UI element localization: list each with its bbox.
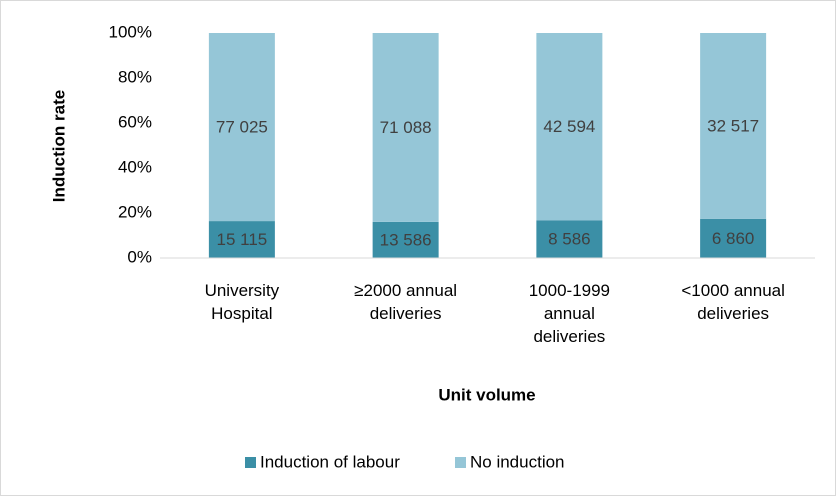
x-tick-line: deliveries — [697, 304, 769, 323]
x-tick-line: <1000 annual — [681, 281, 785, 300]
legend-swatch — [245, 457, 256, 468]
x-tick-line: Hospital — [211, 304, 272, 323]
data-label: 77 025 — [216, 118, 268, 137]
y-tick-label: 60% — [118, 112, 152, 131]
legend-label: Induction of labour — [260, 452, 400, 471]
x-tick-label: ≥2000 annual deliveries — [354, 281, 457, 323]
bar-segment — [208, 33, 275, 222]
x-tick-label: <1000 annual deliveries — [681, 281, 785, 323]
legend-swatch — [455, 457, 466, 468]
y-tick-label: 20% — [118, 202, 152, 221]
data-label: 42 594 — [543, 117, 595, 136]
x-tick-line: deliveries — [533, 327, 605, 346]
x-tick-label: 1000-1999 annual deliveries — [529, 281, 610, 346]
x-tick-line: 1000-1999 — [529, 281, 610, 300]
bar-segment — [536, 33, 603, 221]
bar-segment — [536, 220, 603, 258]
y-tick-label: 0% — [127, 247, 152, 266]
x-tick-line: University — [205, 281, 280, 300]
y-tick-label: 100% — [109, 22, 152, 41]
x-tick-label: University Hospital — [205, 281, 280, 323]
data-label: 15 115 — [217, 230, 268, 249]
x-axis-title: Unit volume — [438, 385, 535, 404]
y-tick-label: 40% — [118, 157, 152, 176]
bar-segment — [372, 221, 439, 258]
data-label: 6 860 — [712, 229, 755, 248]
y-tick-label: 80% — [118, 67, 152, 86]
data-label: 32 517 — [707, 116, 759, 135]
bar-segment — [700, 33, 767, 219]
bar-segment — [208, 221, 275, 258]
x-tick-line: deliveries — [370, 304, 442, 323]
x-tick-line: ≥2000 annual — [354, 281, 457, 300]
bar-segment — [700, 218, 767, 258]
legend-label: No induction — [470, 452, 565, 471]
data-label: 13 586 — [380, 230, 432, 249]
x-tick-line: annual — [544, 304, 595, 323]
data-label: 71 088 — [380, 118, 432, 137]
data-label: 8 586 — [548, 230, 591, 249]
y-axis-title: Induction rate — [49, 90, 68, 202]
bar-segment — [372, 33, 439, 222]
